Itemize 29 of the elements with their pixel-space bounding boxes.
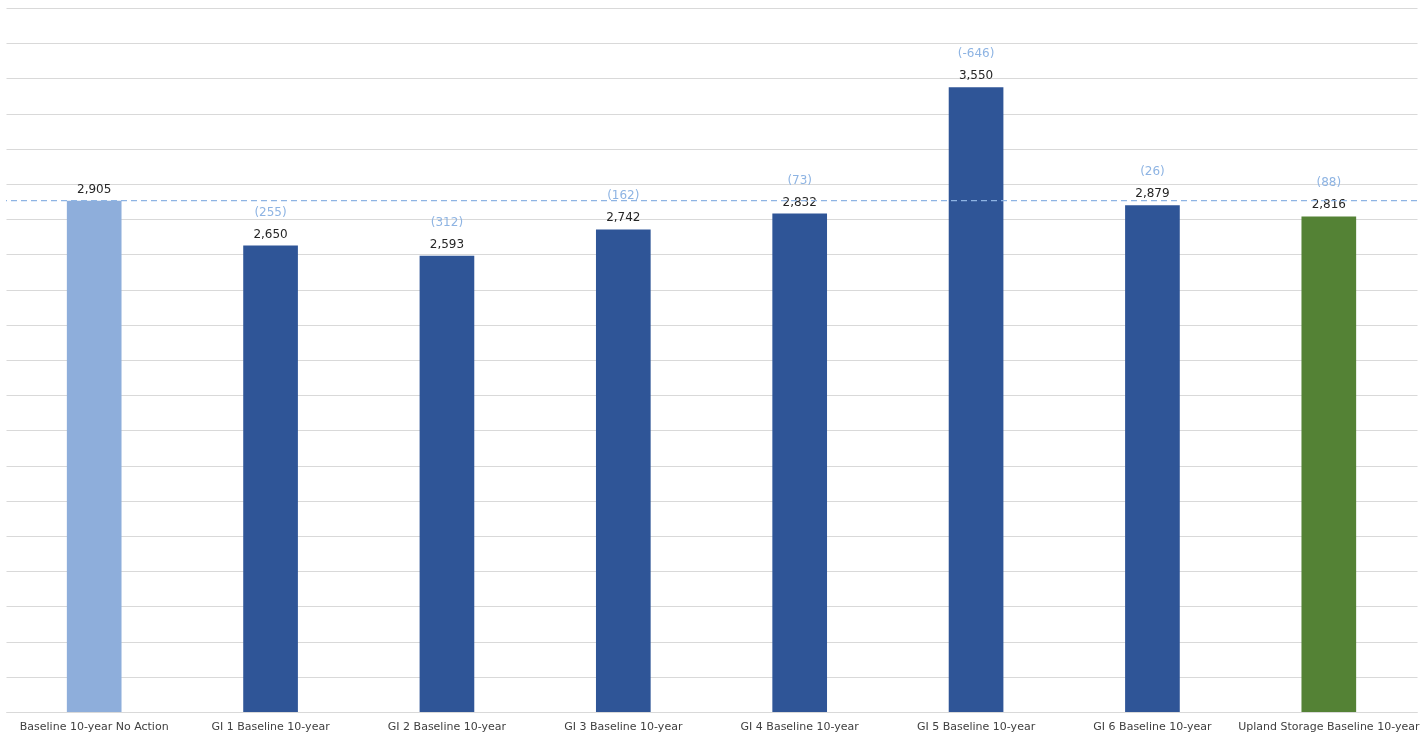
- x-tick-label: Upland Storage Baseline 10-year: [1238, 719, 1420, 733]
- x-tick-label: Baseline 10-year No Action: [19, 719, 169, 733]
- data-label: 2,742: [606, 210, 641, 225]
- data-label: 2,816: [1311, 197, 1346, 212]
- bar: [1125, 205, 1180, 712]
- bar: [595, 229, 651, 712]
- annotation: (312): [430, 214, 464, 229]
- x-tick-label: GI 3 Baseline 10-year: [564, 719, 683, 733]
- annotation: (162): [607, 188, 640, 203]
- bar: [948, 87, 1004, 712]
- x-tick-label: GI 4 Baseline 10-year: [740, 719, 860, 733]
- data-label: 2,593: [429, 236, 465, 251]
- bar: [772, 213, 828, 712]
- annotation: (-646): [957, 46, 995, 61]
- x-tick-label: GI 6 Baseline 10-year: [1093, 719, 1213, 733]
- bar: [1301, 216, 1357, 712]
- annotation: (255): [254, 204, 287, 219]
- x-tick-label: GI 2 Baseline 10-year: [387, 719, 507, 733]
- annotation: (26): [1140, 164, 1165, 179]
- bar: [419, 255, 475, 712]
- data-label: 2,905: [77, 181, 112, 196]
- x-tick-label: GI 1 Baseline 10-year: [211, 719, 331, 733]
- annotation: (73): [787, 172, 813, 187]
- bar: [243, 245, 298, 712]
- data-label: 3,550: [958, 68, 994, 83]
- data-label: 2,650: [253, 226, 288, 241]
- x-tick-label: GI 5 Baseline 10-year: [916, 719, 1036, 733]
- annotation: (88): [1316, 175, 1342, 190]
- data-label: 2,879: [1135, 186, 1170, 201]
